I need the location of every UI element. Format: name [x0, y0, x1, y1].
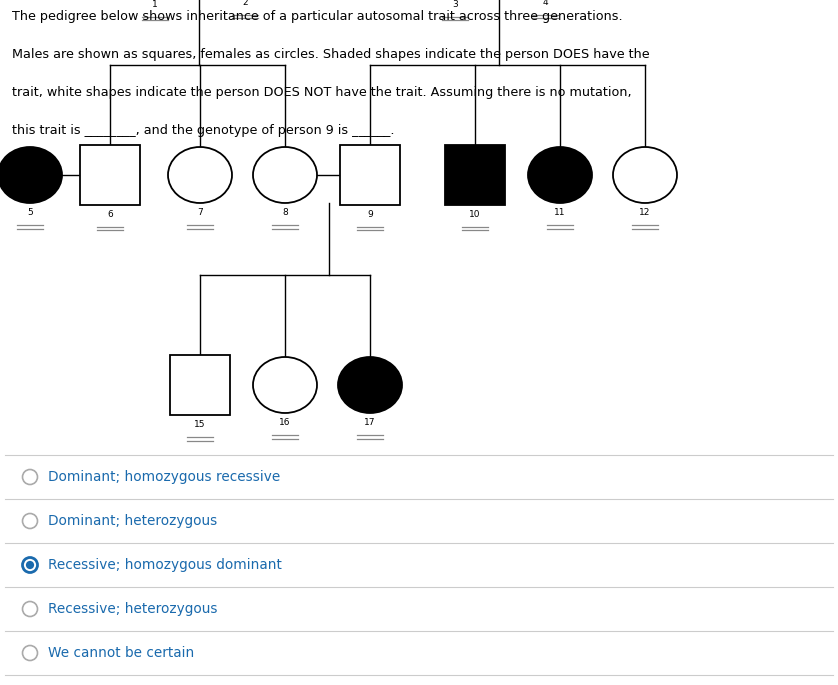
- Text: trait, white shapes indicate the person DOES NOT have the trait. Assuming there : trait, white shapes indicate the person …: [12, 86, 632, 99]
- Bar: [80, 145, 140, 205]
- Text: Recessive; homozygous dominant: Recessive; homozygous dominant: [48, 558, 282, 572]
- Ellipse shape: [528, 147, 592, 203]
- Text: this trait is ________, and the genotype of person 9 is ______.: this trait is ________, and the genotype…: [12, 124, 395, 137]
- Text: 12: 12: [639, 208, 650, 217]
- Text: We cannot be certain: We cannot be certain: [48, 646, 194, 660]
- Ellipse shape: [613, 147, 677, 203]
- Text: 16: 16: [279, 418, 291, 427]
- Text: Males are shown as squares, females as circles. Shaded shapes indicate the perso: Males are shown as squares, females as c…: [12, 48, 649, 61]
- Circle shape: [23, 514, 38, 529]
- Text: Dominant; homozygous recessive: Dominant; homozygous recessive: [48, 470, 280, 484]
- Ellipse shape: [253, 357, 317, 413]
- Text: 1: 1: [153, 0, 158, 9]
- Circle shape: [26, 561, 34, 569]
- Bar: [340, 145, 400, 205]
- Circle shape: [23, 469, 38, 484]
- Text: 5: 5: [27, 208, 33, 217]
- Text: Dominant; heterozygous: Dominant; heterozygous: [48, 514, 217, 528]
- Text: 3: 3: [453, 0, 458, 9]
- Text: 2: 2: [242, 0, 248, 7]
- Ellipse shape: [168, 147, 232, 203]
- Bar: [170, 355, 230, 415]
- Bar: [445, 145, 505, 205]
- Text: 17: 17: [365, 418, 375, 427]
- Circle shape: [23, 558, 38, 573]
- Text: 11: 11: [554, 208, 566, 217]
- Text: Recessive; heterozygous: Recessive; heterozygous: [48, 602, 217, 616]
- Ellipse shape: [338, 357, 402, 413]
- Text: 8: 8: [282, 208, 288, 217]
- Text: 6: 6: [107, 210, 113, 219]
- Ellipse shape: [0, 147, 62, 203]
- Circle shape: [23, 601, 38, 616]
- Text: 4: 4: [542, 0, 548, 7]
- Text: The pedigree below shows inheritance of a particular autosomal trait across thre: The pedigree below shows inheritance of …: [12, 10, 623, 23]
- Circle shape: [23, 645, 38, 660]
- Text: 7: 7: [197, 208, 203, 217]
- Text: 9: 9: [367, 210, 373, 219]
- Text: 15: 15: [194, 420, 206, 429]
- Ellipse shape: [253, 147, 317, 203]
- Text: 10: 10: [469, 210, 481, 219]
